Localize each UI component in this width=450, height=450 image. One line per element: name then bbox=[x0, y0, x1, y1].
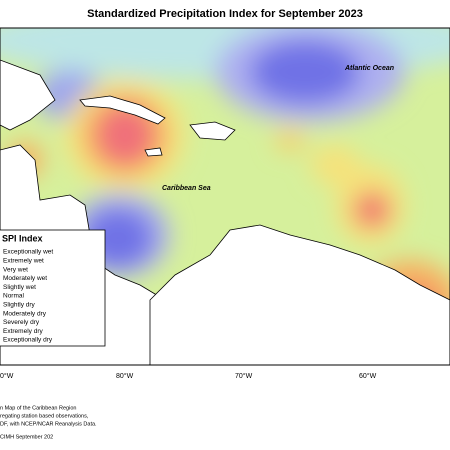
legend-title: SPI Index bbox=[2, 233, 43, 243]
legend-item: Normal bbox=[3, 293, 25, 300]
ocean-label: Atlantic Ocean bbox=[344, 65, 394, 72]
legend-item: Extremely dry bbox=[3, 328, 43, 335]
note: DF, with NCEP/NCAR Reanalysis Data. bbox=[0, 421, 97, 427]
legend-item: Very wet bbox=[3, 266, 28, 273]
legend-item: Exceptionally wet bbox=[3, 249, 53, 256]
notes: n Map of the Caribbean Region regating st… bbox=[0, 405, 97, 440]
longitude-label: 0°W bbox=[0, 372, 14, 380]
legend: SPI Index Exceptionally wet Extremely wet… bbox=[0, 229, 106, 347]
map-frame bbox=[0, 27, 450, 366]
longitude-label: 80°W bbox=[116, 372, 134, 380]
legend-item: Slightly dry bbox=[3, 302, 36, 309]
cuba bbox=[79, 95, 166, 125]
legend-item: Extremely wet bbox=[3, 258, 44, 265]
note: regating station based observations, bbox=[0, 413, 89, 419]
legend-item: Severely dry bbox=[3, 319, 40, 326]
legend-item: Slightly wet bbox=[3, 284, 36, 291]
note: n Map of the Caribbean Region bbox=[0, 405, 76, 411]
legend-box bbox=[0, 229, 106, 347]
hispaniola bbox=[189, 121, 236, 141]
note: CIMH September 202 bbox=[0, 434, 53, 440]
south-america bbox=[149, 224, 450, 365]
longitude-labels: 0°W 80°W 70°W 60°W bbox=[0, 372, 377, 380]
sea-label: Caribbean Sea bbox=[162, 185, 211, 192]
jamaica bbox=[144, 147, 163, 157]
longitude-label: 60°W bbox=[359, 372, 377, 380]
title: Standardized Precipitation Index for Sep… bbox=[87, 8, 363, 20]
yucatan bbox=[0, 59, 56, 131]
legend-item: Moderately wet bbox=[3, 275, 47, 282]
legend-item: Moderately dry bbox=[3, 310, 47, 317]
longitude-label: 70°W bbox=[235, 372, 253, 380]
legend-item: Exceptionally dry bbox=[3, 337, 53, 344]
